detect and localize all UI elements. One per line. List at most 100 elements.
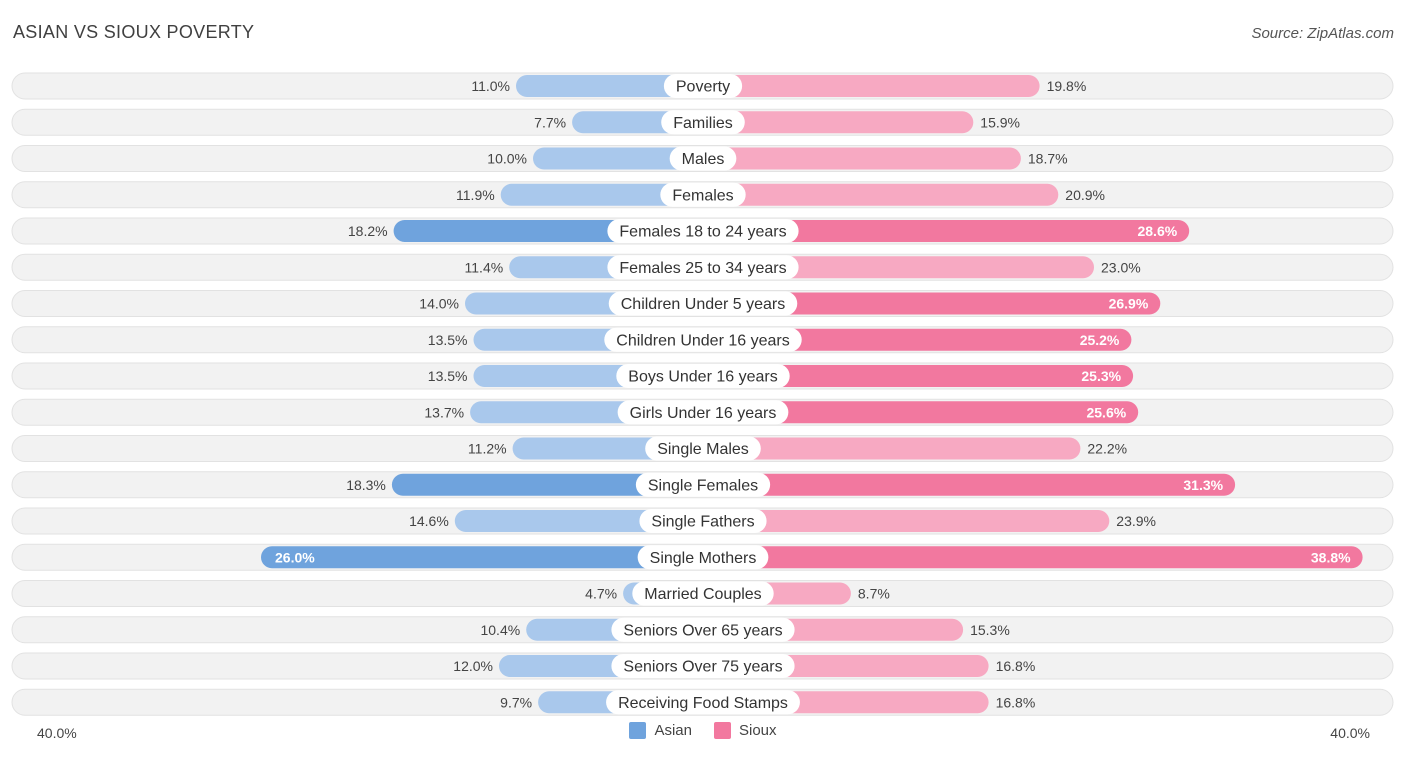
value-label-asian-single-females: 18.3% (346, 477, 386, 493)
category-pill-females-18-to-24-years (607, 219, 799, 243)
source-note: Source: ZipAtlas.com (1251, 25, 1394, 42)
bar-sioux-families (692, 111, 974, 134)
bar-asian-single-mothers (261, 546, 714, 569)
value-label-sioux-children-under-5-years: 26.9% (1109, 296, 1149, 312)
category-pill-seniors-over-75-years (611, 654, 795, 678)
value-label-sioux-boys-under-16-years: 25.3% (1081, 368, 1121, 384)
category-label-children-under-16-years: Children Under 16 years (616, 332, 789, 349)
category-label-females-18-to-24-years: Females 18 to 24 years (619, 224, 786, 241)
category-pill-boys-under-16-years (616, 364, 790, 388)
value-label-asian-receiving-food-stamps: 9.7% (500, 694, 532, 710)
value-label-sioux-children-under-16-years: 25.2% (1080, 332, 1120, 348)
value-label-asian-single-males: 11.2% (468, 441, 507, 457)
bar-sioux-boys-under-16-years (692, 365, 1134, 387)
value-label-asian-girls-under-16-years: 13.7% (424, 404, 464, 420)
value-label-asian-females: 11.9% (456, 187, 495, 203)
value-label-sioux-single-fathers: 23.9% (1116, 513, 1156, 529)
value-label-asian-married-couples: 4.7% (585, 586, 617, 602)
value-label-asian-children-under-16-years: 13.5% (428, 332, 468, 348)
category-pill-receiving-food-stamps (606, 690, 800, 715)
bar-sioux-children-under-5-years (692, 292, 1161, 315)
category-label-females-25-to-34-years: Females 25 to 34 years (619, 260, 786, 277)
category-label-females: Females (672, 187, 733, 204)
legend-label-asian: Asian (654, 722, 692, 739)
axis-label-left: 40.0% (37, 725, 77, 741)
bar-sioux-single-females (692, 473, 1236, 496)
category-pill-married-couples (632, 581, 774, 606)
legend-swatch-asian (629, 722, 647, 739)
category-label-families: Families (673, 115, 733, 132)
legend-label-sioux: Sioux (739, 722, 777, 739)
category-label-single-mothers: Single Mothers (650, 550, 757, 567)
value-label-asian-poverty: 11.0% (471, 78, 510, 94)
category-label-single-fathers: Single Fathers (651, 514, 754, 531)
bar-sioux-children-under-16-years (692, 328, 1132, 351)
category-label-receiving-food-stamps: Receiving Food Stamps (618, 695, 788, 712)
category-label-children-under-5-years: Children Under 5 years (621, 296, 786, 313)
axis-label-right: 40.0% (1330, 725, 1370, 741)
category-label-boys-under-16-years: Boys Under 16 years (628, 369, 777, 386)
category-pill-females-25-to-34-years (607, 255, 799, 280)
value-label-sioux-females-18-to-24-years: 28.6% (1137, 223, 1177, 239)
category-label-poverty: Poverty (676, 79, 730, 96)
category-pill-females (660, 182, 746, 207)
bar-sioux-single-fathers (692, 510, 1110, 532)
bar-sioux-poverty (692, 75, 1040, 97)
value-label-sioux-seniors-over-75-years: 16.8% (996, 658, 1036, 674)
category-label-males: Males (682, 151, 725, 168)
value-label-asian-single-mothers: 26.0% (275, 549, 315, 565)
value-label-sioux-males: 18.7% (1028, 151, 1068, 167)
bar-sioux-females-18-to-24-years (692, 220, 1190, 242)
category-label-married-couples: Married Couples (644, 586, 761, 603)
value-label-asian-single-fathers: 14.6% (409, 513, 449, 529)
value-label-asian-children-under-5-years: 14.0% (419, 296, 459, 312)
legend-item-sioux[interactable]: Sioux (714, 722, 777, 739)
category-pill-children-under-5-years (608, 291, 798, 316)
bar-sioux-girls-under-16-years (692, 401, 1139, 424)
category-label-single-males: Single Males (657, 441, 749, 458)
category-label-single-females: Single Females (648, 477, 758, 494)
legend-swatch-sioux (714, 722, 731, 739)
category-pill-children-under-16-years (604, 327, 802, 352)
bar-asian-poverty (516, 75, 714, 97)
value-label-asian-boys-under-16-years: 13.5% (428, 368, 468, 384)
chart-title: ASIAN VS SIOUX POVERTY (13, 22, 255, 42)
value-label-sioux-married-couples: 8.7% (858, 586, 890, 602)
category-pill-single-males (645, 436, 761, 461)
value-label-asian-seniors-over-65-years: 10.4% (480, 622, 520, 638)
bar-asian-males (533, 147, 714, 170)
bar-sioux-single-mothers (692, 546, 1363, 569)
value-label-asian-females-25-to-34-years: 11.4% (465, 259, 504, 275)
category-pill-poverty (663, 74, 743, 98)
value-label-sioux-single-females: 31.3% (1183, 477, 1223, 493)
category-label-seniors-over-75-years: Seniors Over 75 years (623, 659, 782, 676)
category-pill-single-mothers (637, 545, 769, 570)
value-label-sioux-receiving-food-stamps: 16.8% (996, 694, 1036, 710)
bar-sioux-females (692, 183, 1059, 206)
value-label-sioux-poverty: 19.8% (1047, 78, 1087, 94)
value-label-asian-males: 10.0% (487, 151, 527, 167)
value-label-sioux-single-males: 22.2% (1087, 441, 1127, 457)
category-label-girls-under-16-years: Girls Under 16 years (630, 405, 777, 422)
value-label-asian-seniors-over-75-years: 12.0% (453, 658, 493, 674)
legend: Asian Sioux (0, 722, 1406, 739)
value-label-asian-families: 7.7% (534, 114, 566, 130)
bar-sioux-single-males (692, 437, 1081, 460)
value-label-sioux-girls-under-16-years: 25.6% (1086, 404, 1126, 420)
category-pill-families (661, 110, 745, 135)
bar-asian-single-females (391, 473, 714, 496)
category-pill-seniors-over-65-years (611, 617, 795, 642)
value-label-sioux-single-mothers: 38.8% (1311, 549, 1351, 565)
category-pill-males (669, 146, 737, 171)
value-label-sioux-seniors-over-65-years: 15.3% (970, 622, 1010, 638)
category-pill-single-females (635, 472, 771, 497)
bar-asian-females (500, 183, 714, 206)
value-label-asian-females-18-to-24-years: 18.2% (348, 223, 388, 239)
value-label-sioux-females-25-to-34-years: 23.0% (1101, 259, 1141, 275)
legend-item-asian[interactable]: Asian (629, 722, 692, 739)
value-label-sioux-females: 20.9% (1065, 187, 1105, 203)
category-pill-girls-under-16-years (617, 400, 789, 425)
category-pill-single-fathers (639, 509, 767, 533)
value-label-sioux-families: 15.9% (980, 114, 1020, 130)
